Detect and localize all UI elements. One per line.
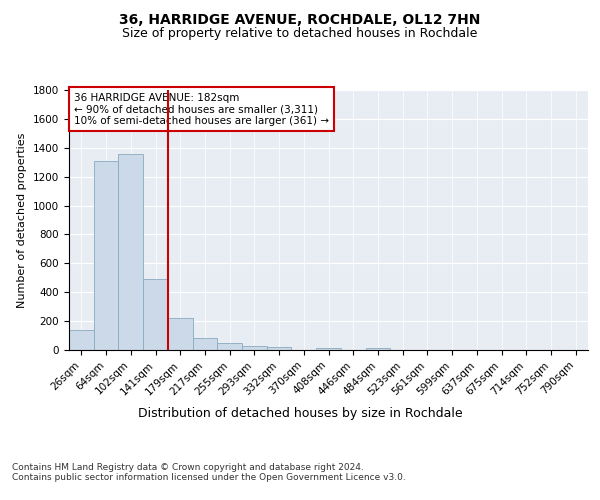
Bar <box>168 318 193 350</box>
Text: 36, HARRIDGE AVENUE, ROCHDALE, OL12 7HN: 36, HARRIDGE AVENUE, ROCHDALE, OL12 7HN <box>119 12 481 26</box>
Bar <box>217 343 242 350</box>
Bar <box>118 154 143 350</box>
Bar <box>267 347 292 350</box>
Bar <box>69 330 94 350</box>
Text: Contains HM Land Registry data © Crown copyright and database right 2024.
Contai: Contains HM Land Registry data © Crown c… <box>12 462 406 482</box>
Bar <box>242 346 267 350</box>
Y-axis label: Number of detached properties: Number of detached properties <box>17 132 28 308</box>
Bar <box>94 161 118 350</box>
Bar <box>365 348 390 350</box>
Bar <box>316 348 341 350</box>
Bar <box>143 279 168 350</box>
Text: Size of property relative to detached houses in Rochdale: Size of property relative to detached ho… <box>122 28 478 40</box>
Text: Distribution of detached houses by size in Rochdale: Distribution of detached houses by size … <box>137 408 463 420</box>
Bar <box>193 338 217 350</box>
Text: 36 HARRIDGE AVENUE: 182sqm
← 90% of detached houses are smaller (3,311)
10% of s: 36 HARRIDGE AVENUE: 182sqm ← 90% of deta… <box>74 92 329 126</box>
